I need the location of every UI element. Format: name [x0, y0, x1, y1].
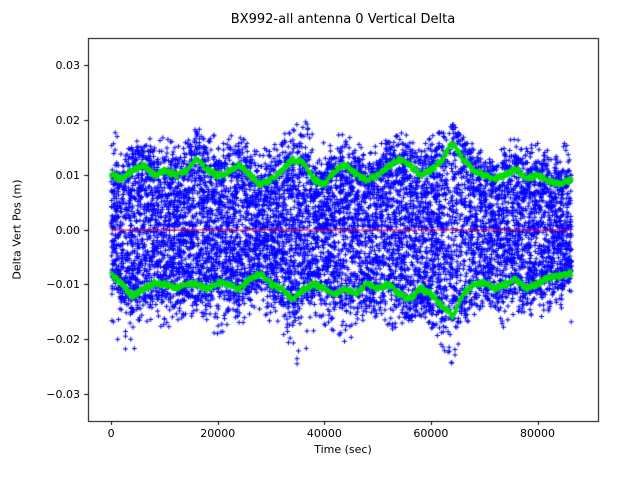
y-tick-label: −0.03	[46, 387, 80, 401]
y-tick-label: 0.02	[55, 114, 81, 128]
x-tick-label: 20000	[200, 427, 236, 440]
y-tick-label: 0.03	[55, 59, 81, 73]
chart-title: BX992-all antenna 0 Vertical Delta	[230, 12, 456, 27]
y-tick-label: −0.02	[46, 332, 80, 346]
y-tick-label: 0.01	[55, 168, 81, 182]
y-tick-label: 0.00	[55, 223, 81, 237]
x-tick-label: 80000	[520, 427, 555, 440]
x-tick-label: 40000	[306, 427, 342, 440]
y-tick-label: −0.01	[46, 278, 80, 292]
x-tick-label: 60000	[413, 427, 449, 440]
x-tick-label: 0	[107, 427, 115, 440]
x-axis-label: Time (sec)	[314, 443, 372, 456]
